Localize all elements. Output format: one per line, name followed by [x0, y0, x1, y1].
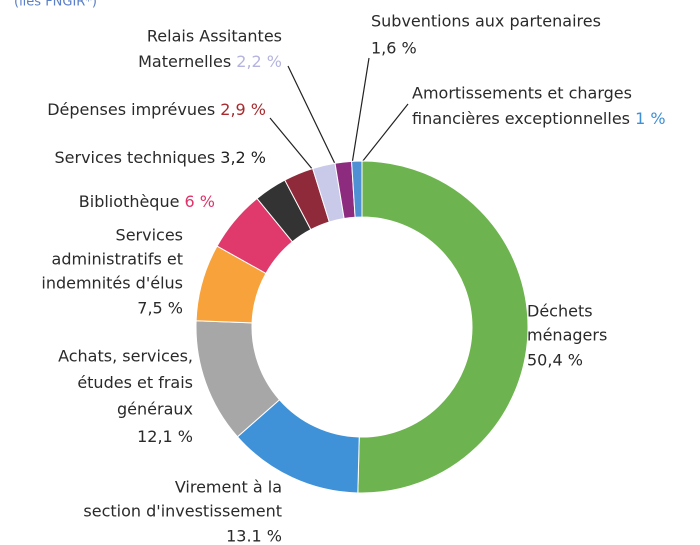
value-label: 3,2 % [220, 148, 266, 167]
slice-label-line: Services techniques [55, 148, 216, 167]
slice [357, 160, 529, 494]
slice-label: Virement à la [175, 478, 282, 497]
leader-line [287, 65, 339, 171]
slice-label: indemnités d'élus [41, 274, 183, 293]
value-label: 2,9 % [220, 100, 266, 119]
slice-label: ménagers [527, 326, 607, 345]
note: (liés FNGIR*) [14, 0, 97, 10]
slice-label: Amortissements et charges [412, 84, 632, 103]
value-label: 12,1 % [137, 427, 193, 446]
slice-label: Services [116, 226, 183, 245]
slice-label: financières exceptionnelles 1 % [412, 109, 666, 128]
leader-lines [269, 57, 409, 177]
leader-line [361, 103, 409, 163]
slice-label: Subventions aux partenaires [371, 12, 601, 31]
slice-label: Relais Assitantes [147, 27, 282, 46]
value-label: 1 % [635, 109, 665, 128]
value-label: 1,6 % [371, 39, 417, 58]
value-label: 7,5 % [137, 299, 183, 318]
value-label: 50,4 % [527, 351, 583, 370]
slice-label-line: Bibliothèque [79, 192, 180, 211]
leader-line [351, 57, 370, 165]
slice-label: Achats, services, [58, 347, 193, 366]
slice-label: Maternelles 2,2 % [138, 52, 282, 71]
slice-label: Services techniques 3,2 % [55, 148, 267, 167]
slice-label: Dépenses imprévues 2,9 % [47, 100, 266, 119]
slice-label: administratifs et [52, 250, 183, 269]
slice-label: Déchets [527, 302, 593, 321]
slice-label-line: Dépenses imprévues [47, 100, 215, 119]
slice-label: section d'investissement [83, 502, 282, 521]
slice-label: études et frais [77, 373, 193, 392]
leader-line [269, 117, 319, 177]
value-label: 2,2 % [236, 52, 282, 71]
slice [351, 160, 363, 218]
slice-label: Bibliothèque 6 % [79, 192, 215, 211]
slice-label: généraux [117, 400, 193, 419]
slice-label-line: Maternelles [138, 52, 231, 71]
slice-label-line: financières exceptionnelles [412, 109, 630, 128]
value-label: 13.1 % [226, 527, 282, 545]
value-label: 6 % [185, 192, 215, 211]
